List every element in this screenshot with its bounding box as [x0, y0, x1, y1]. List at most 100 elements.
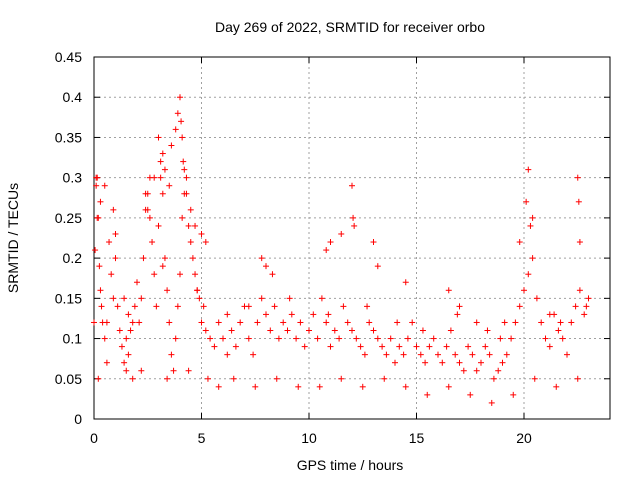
data-point [106, 239, 113, 246]
data-point [93, 182, 100, 189]
data-point [252, 383, 259, 390]
data-point [149, 239, 156, 246]
data-point [568, 319, 575, 326]
data-point [400, 351, 407, 358]
data-point [172, 126, 179, 133]
data-point [151, 174, 158, 181]
data-point [456, 359, 463, 366]
data-point [366, 319, 373, 326]
data-point [559, 335, 566, 342]
plot-frame [93, 56, 611, 420]
data-point [467, 391, 474, 398]
data-point [327, 343, 334, 350]
data-point [454, 311, 461, 318]
y-tick-label: 0.1 [63, 331, 83, 347]
data-point [168, 351, 175, 358]
data-point [174, 303, 181, 310]
data-point [523, 198, 530, 205]
data-point [443, 343, 450, 350]
data-point [370, 327, 377, 334]
data-point [338, 230, 345, 237]
data-point [460, 367, 467, 374]
data-point [181, 166, 188, 173]
data-point [250, 351, 257, 358]
data-point [555, 327, 562, 334]
y-tick-label: 0.15 [55, 290, 82, 306]
data-point [452, 351, 459, 358]
data-point [144, 206, 151, 213]
data-point [374, 335, 381, 342]
data-point [198, 319, 205, 326]
data-point [508, 335, 515, 342]
data-point [194, 287, 201, 294]
data-point [364, 303, 371, 310]
data-point [172, 335, 179, 342]
data-point [295, 383, 302, 390]
data-point [121, 359, 128, 366]
data-point [157, 174, 164, 181]
data-point [527, 222, 534, 229]
x-tick-label: 0 [90, 430, 98, 446]
data-point [327, 239, 334, 246]
data-point [297, 319, 304, 326]
data-point [118, 343, 125, 350]
data-point [419, 327, 426, 334]
data-point [473, 319, 480, 326]
data-point [125, 351, 132, 358]
data-point [179, 134, 186, 141]
data-point [394, 319, 401, 326]
data-point [138, 295, 145, 302]
data-point [228, 327, 235, 334]
data-point [138, 367, 145, 374]
data-point [314, 335, 321, 342]
data-point [426, 343, 433, 350]
data-point [359, 383, 366, 390]
x-tick-label: 10 [301, 430, 317, 446]
data-point [153, 303, 160, 310]
data-marks [91, 94, 592, 406]
data-point [179, 214, 186, 221]
data-point [131, 303, 138, 310]
data-point [192, 222, 199, 229]
data-point [230, 375, 237, 382]
data-point [94, 214, 101, 221]
data-point [349, 182, 355, 189]
data-point [404, 335, 411, 342]
data-point [486, 351, 493, 358]
data-point [542, 335, 549, 342]
data-point [430, 335, 437, 342]
data-point [273, 375, 280, 382]
data-point [574, 375, 581, 382]
data-point [575, 198, 582, 205]
data-point [196, 295, 203, 302]
data-point [95, 375, 102, 382]
data-point [557, 319, 564, 326]
y-tick-label: 0.35 [55, 129, 82, 145]
data-point [112, 255, 119, 262]
data-point [168, 142, 175, 149]
data-point [447, 327, 454, 334]
data-point [374, 263, 381, 270]
data-point [110, 206, 117, 213]
data-point [574, 174, 581, 181]
y-tick-label: 0.3 [63, 170, 83, 186]
data-point [340, 303, 347, 310]
data-point [280, 319, 287, 326]
data-point [387, 335, 394, 342]
data-point [101, 335, 108, 342]
data-point [183, 190, 190, 197]
data-point [490, 375, 497, 382]
data-point [97, 198, 104, 205]
data-point [503, 351, 510, 358]
data-point [146, 214, 153, 221]
data-point [473, 367, 480, 374]
data-point [103, 319, 110, 326]
data-point [583, 303, 590, 310]
y-axis-title: SRMTID / TECUs [5, 183, 21, 293]
data-point [177, 271, 183, 278]
data-point [533, 295, 540, 302]
y-tick-label: 0 [74, 411, 82, 427]
data-point [185, 222, 192, 229]
data-point [531, 375, 538, 382]
data-point [103, 359, 110, 366]
